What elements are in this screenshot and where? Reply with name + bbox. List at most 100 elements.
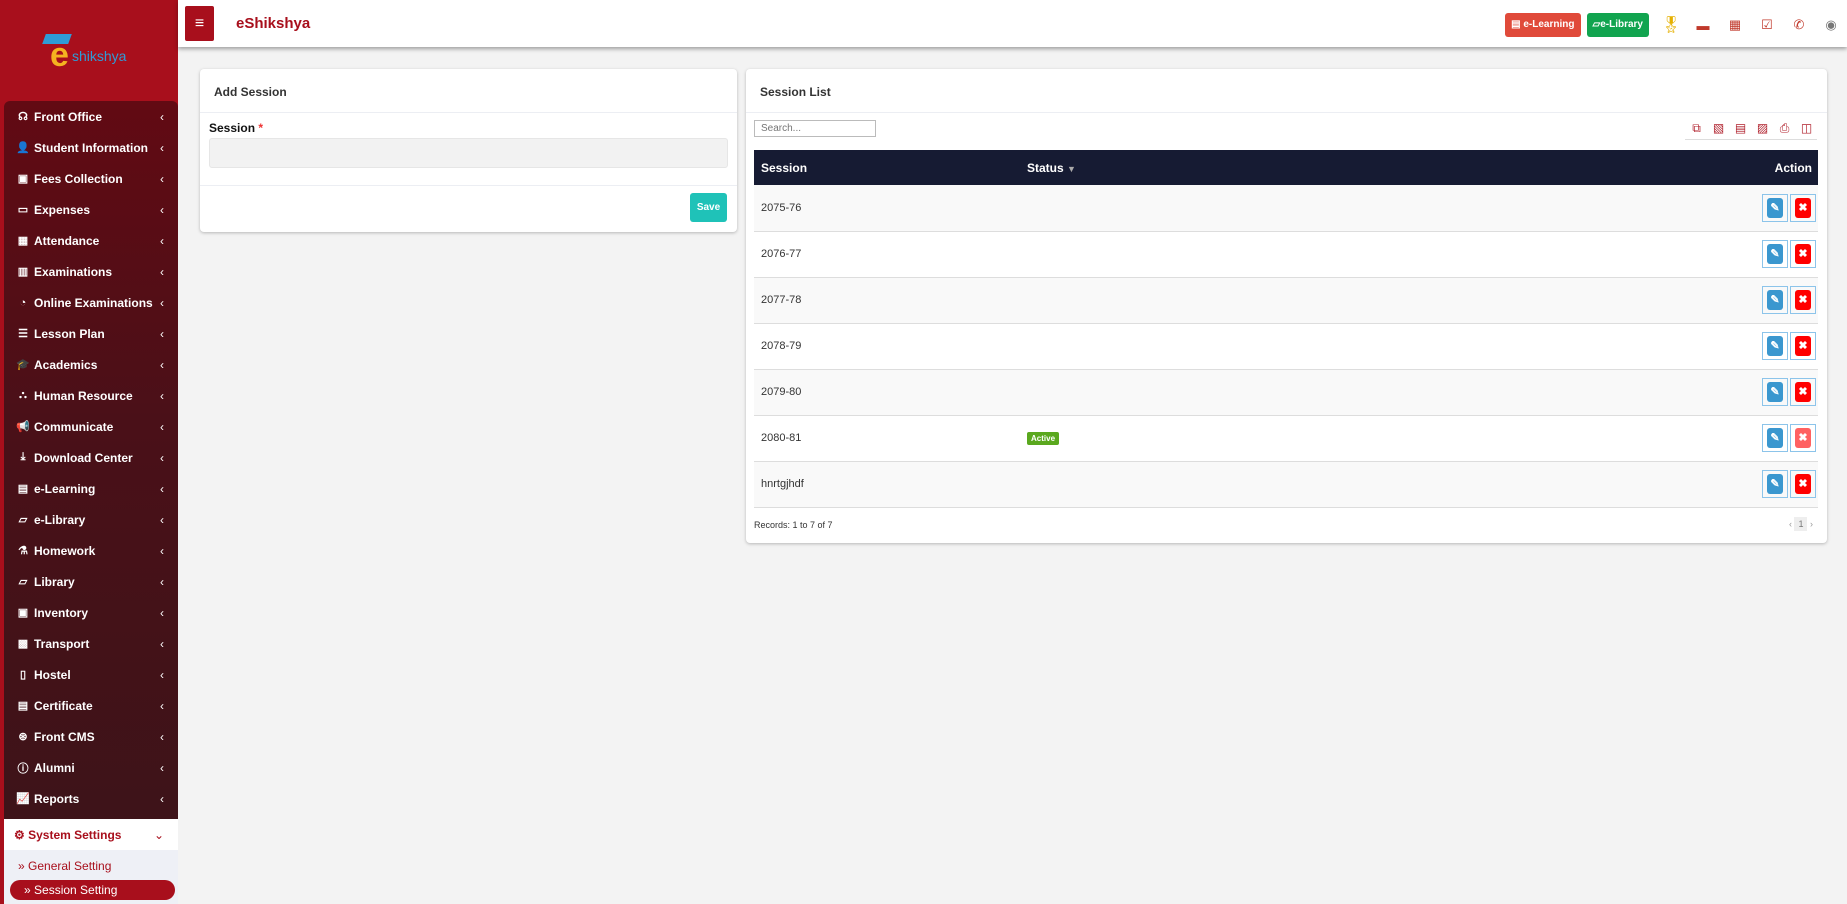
sidebar-item-expenses[interactable]: ▭ Expenses ‹: [17, 202, 164, 217]
close-icon: ✖: [1795, 197, 1811, 218]
close-icon: ✖: [1795, 244, 1811, 264]
sidebar-item-hostel[interactable]: ▯ Hostel ‹: [4, 659, 178, 690]
column-status[interactable]: Status ▼: [1020, 150, 1390, 185]
sidebar-item-reports[interactable]: 📈 Reports ‹: [16, 791, 164, 806]
sidebar-item-fees-collection[interactable]: ▣ Fees Collection ‹: [17, 171, 164, 186]
print-icon[interactable]: ⎙: [1779, 121, 1790, 135]
chevron-left-icon: ‹: [160, 388, 164, 403]
sidebar-item-front-cms[interactable]: ⊛ Front CMS ‹: [4, 721, 178, 752]
edit-button[interactable]: ✎: [1762, 240, 1788, 268]
table-row: 2079-80 ✎ ✖: [754, 369, 1818, 416]
sidebar-item-e-learning[interactable]: ▤ e-Learning ‹: [17, 481, 164, 496]
prev-page[interactable]: ‹: [1788, 519, 1792, 529]
submenu-general-setting[interactable]: » General Setting: [18, 859, 112, 873]
pagination: ‹ 1 ›: [1789, 517, 1813, 531]
submenu-session-setting[interactable]: » Session Setting: [10, 880, 175, 900]
column-session[interactable]: Session: [754, 150, 1020, 185]
pencil-icon: ✎: [1767, 382, 1783, 402]
delete-button[interactable]: ✖: [1790, 424, 1816, 452]
close-icon: ✖: [1795, 382, 1811, 402]
edit-button[interactable]: ✎: [1762, 424, 1788, 452]
copy-icon[interactable]: ⧉: [1692, 121, 1701, 135]
columns-icon[interactable]: ◫: [1800, 121, 1813, 135]
sidebar-item-attendance[interactable]: ▦ Attendance ‹: [17, 233, 164, 248]
chevron-left-icon: ‹: [160, 791, 164, 806]
us-flag-icon[interactable]: ▬: [1696, 17, 1710, 33]
search-input[interactable]: [754, 120, 876, 137]
session-cell: 2076-77: [754, 231, 1020, 278]
logo[interactable]: e shikshya: [42, 34, 134, 72]
sidebar-background: [4, 101, 178, 904]
chevron-left-icon: ‹: [160, 295, 164, 310]
menu-icon: ▯: [19, 669, 27, 681]
pdf-icon[interactable]: ▨: [1756, 121, 1769, 135]
status-cell: [1020, 323, 1390, 370]
sidebar-item-examinations[interactable]: ▥ Examinations ‹: [17, 264, 164, 279]
delete-button[interactable]: ✖: [1790, 240, 1816, 268]
pencil-icon: ✎: [1767, 428, 1783, 448]
save-button[interactable]: Save: [690, 193, 727, 222]
session-input[interactable]: [209, 138, 728, 168]
delete-button[interactable]: ✖: [1790, 332, 1816, 360]
top-header: ≡ eShikshya ▤ e-Learning ▱e-Library 🎖 ▬ …: [178, 0, 1847, 47]
session-cell: 2077-78: [754, 277, 1020, 324]
elibrary-button[interactable]: ▱e-Library: [1586, 13, 1649, 37]
chevron-left-icon: ‹: [160, 698, 164, 713]
pencil-icon: ✎: [1767, 290, 1783, 310]
sidebar-item-transport[interactable]: ▩ Transport ‹: [17, 636, 164, 651]
status-cell: [1020, 185, 1390, 232]
sort-icon: ▼: [1067, 163, 1076, 174]
add-session-panel: Add Session Session * Save: [200, 69, 737, 232]
menu-toggle-button[interactable]: ≡: [185, 6, 214, 41]
chevron-down-icon: ⌄: [153, 827, 164, 842]
edit-button[interactable]: ✎: [1762, 193, 1788, 222]
delete-button[interactable]: ✖: [1790, 193, 1816, 222]
sidebar-item-academics[interactable]: 🎓 Academics ‹: [16, 357, 164, 372]
close-icon: ✖: [1795, 336, 1811, 356]
sidebar-item-download-center[interactable]: ⤓ Download Center ‹: [4, 442, 178, 473]
menu-icon: ▤: [17, 483, 29, 495]
table-row: 2080-81 Active ✎ ✖: [754, 415, 1818, 462]
menu-icon: ⛬: [19, 389, 27, 401]
sidebar-item-system-settings[interactable]: ⚙ System Settings ⌄: [4, 819, 178, 850]
sidebar-item-lesson-plan[interactable]: ☰ Lesson Plan ‹: [4, 318, 178, 349]
award-icon[interactable]: 🎖: [1660, 17, 1682, 34]
sidebar-item-front-office[interactable]: ☊ Front Office ‹: [4, 101, 178, 132]
delete-button[interactable]: ✖: [1790, 470, 1816, 498]
session-cell: 2079-80: [754, 369, 1020, 416]
table-row: 2077-78 ✎ ✖: [754, 277, 1818, 324]
elearning-button[interactable]: ▤ e-Learning: [1505, 13, 1581, 37]
edit-button[interactable]: ✎: [1762, 378, 1788, 406]
sidebar-item-alumni[interactable]: ⓘ Alumni ‹: [17, 760, 165, 775]
sidebar-item-certificate[interactable]: ▤ Certificate ‹: [17, 698, 164, 713]
edit-button[interactable]: ✎: [1762, 286, 1788, 314]
page-1[interactable]: 1: [1794, 517, 1808, 531]
menu-icon: ⤓: [20, 451, 26, 463]
user-avatar-icon[interactable]: ◉: [1825, 17, 1837, 32]
panel-title: Session List: [746, 69, 1827, 113]
session-cell: 2080-81: [754, 415, 1020, 462]
delete-button[interactable]: ✖: [1790, 378, 1816, 406]
calendar-icon[interactable]: ▦: [1728, 17, 1742, 32]
sidebar-item-communicate[interactable]: 📢 Communicate ‹: [16, 419, 164, 434]
excel-icon[interactable]: ▧: [1712, 121, 1725, 135]
status-cell: [1020, 461, 1390, 508]
sidebar-item-online-examinations[interactable]: ◔ Online Examinations ‹: [4, 287, 178, 318]
sidebar-item-inventory[interactable]: ▣ Inventory ‹: [17, 605, 164, 620]
next-page[interactable]: ›: [1810, 519, 1813, 529]
edit-button[interactable]: ✎: [1762, 470, 1788, 498]
sidebar-item-student-information[interactable]: 👤 Student Information ‹: [16, 140, 164, 155]
menu-icon: ▱: [18, 576, 28, 588]
delete-button[interactable]: ✖: [1790, 286, 1816, 314]
task-check-icon[interactable]: ☑: [1761, 17, 1773, 32]
sidebar-item-library[interactable]: ▱ Library ‹: [4, 566, 178, 597]
sidebar-item-e-library[interactable]: ▱ e-Library ‹: [4, 504, 178, 535]
edit-button[interactable]: ✎: [1762, 332, 1788, 360]
whatsapp-icon[interactable]: ✆: [1793, 17, 1805, 32]
csv-icon[interactable]: ▤: [1734, 121, 1747, 135]
session-table: Session Status ▼ Action 2075-76 ✎ ✖ 2076-7…: [754, 150, 1818, 508]
status-cell: Active: [1020, 415, 1390, 462]
sidebar-item-human-resource[interactable]: ⛬ Human Resource ‹: [4, 380, 178, 411]
sidebar-item-homework[interactable]: ⚗ Homework ‹: [4, 535, 178, 566]
session-cell: 2078-79: [754, 323, 1020, 370]
